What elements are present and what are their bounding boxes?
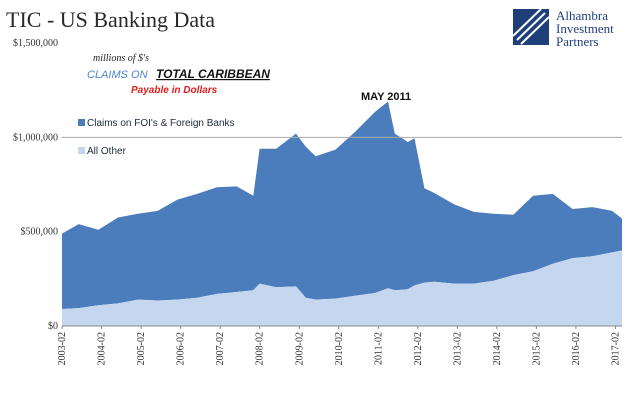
- plot-areas: [62, 101, 622, 326]
- x-tick-label: 2010-02: [334, 332, 345, 365]
- claims-prefix: CLAIMS ON: [87, 69, 148, 81]
- y-tick-label: $1,000,000: [13, 132, 58, 143]
- x-axis-ticks: 2003-02 2004-02 2005-02 2006-02 2007-02 2008-…: [57, 326, 621, 365]
- series-area-foreign-banks: [62, 101, 622, 309]
- legend-label-foreign-banks: Claims on FOI's & Foreign Banks: [87, 118, 235, 129]
- x-tick-label: 2014-02: [492, 332, 503, 365]
- x-tick-label: 2012-02: [413, 332, 424, 365]
- legend-swatch-all-other: [78, 147, 85, 154]
- peak-annotation: MAY 2011: [361, 91, 411, 103]
- x-tick-label: 2009-02: [294, 332, 305, 365]
- logo-line1: Alhambra: [556, 8, 608, 23]
- y-tick-label: $1,500,000: [13, 38, 58, 49]
- legend-swatch-foreign-banks: [78, 119, 85, 126]
- y-axis-ticks: $0 $500,000 $1,000,000 $1,500,000: [13, 38, 58, 332]
- legend: Claims on FOI's & Foreign Banks All Othe…: [78, 118, 235, 157]
- chart-title: TIC - US Banking Data: [6, 7, 215, 32]
- payable-note: Payable in Dollars: [131, 85, 218, 96]
- x-tick-label: 2011-02: [373, 332, 384, 365]
- series-area-all-other: [62, 250, 622, 326]
- claims-note: CLAIMS ON TOTAL CARIBBEAN: [87, 65, 270, 82]
- y-tick-label: $500,000: [21, 227, 59, 238]
- x-tick-label: 2006-02: [176, 332, 187, 365]
- x-tick-label: 2007-02: [215, 332, 226, 365]
- x-tick-label: 2004-02: [97, 332, 108, 365]
- notes: millions of $'s CLAIMS ON TOTAL CARIBBEA…: [87, 53, 411, 103]
- units-note: millions of $'s: [93, 53, 149, 64]
- legend-label-all-other: All Other: [87, 146, 127, 157]
- x-tick-label: 2015-02: [531, 332, 542, 365]
- logo-line2: Investment: [556, 21, 614, 36]
- y-tick-label: $0: [48, 321, 58, 332]
- logo-line3: Partners: [556, 34, 599, 49]
- x-tick-label: 2003-02: [57, 332, 68, 365]
- x-tick-label: 2008-02: [255, 332, 266, 365]
- logo: Alhambra Investment Partners: [512, 8, 614, 49]
- claims-emphasis: TOTAL CARIBBEAN: [156, 67, 270, 81]
- x-tick-label: 2017-02: [610, 332, 621, 365]
- x-tick-label: 2005-02: [136, 332, 147, 365]
- x-tick-label: 2016-02: [571, 332, 582, 365]
- x-tick-label: 2013-02: [452, 332, 463, 365]
- logo-mark: [512, 8, 550, 45]
